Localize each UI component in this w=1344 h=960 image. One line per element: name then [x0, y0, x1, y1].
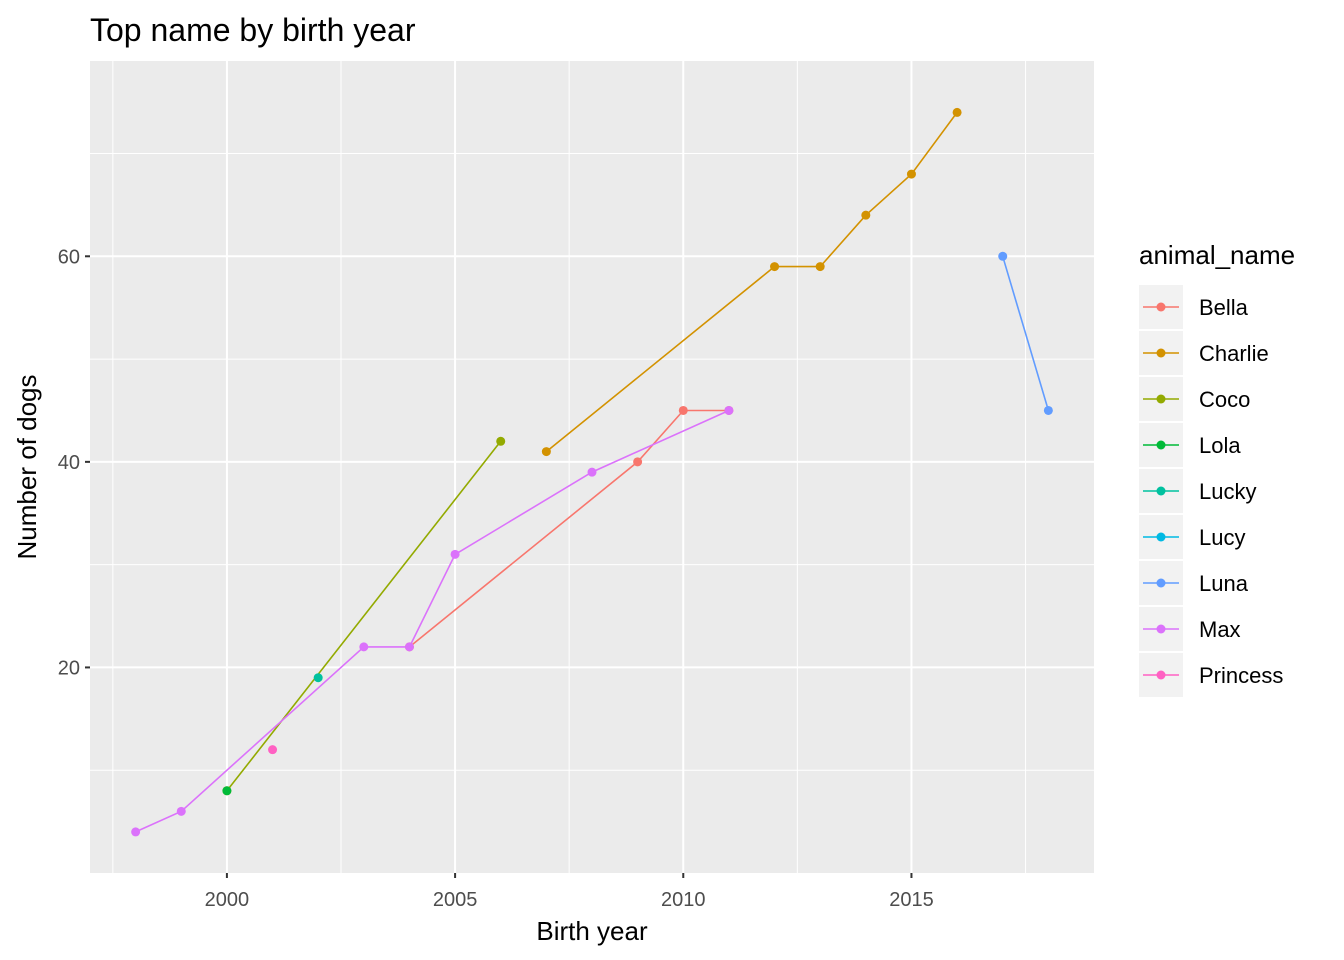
legend-key-point — [1156, 394, 1166, 404]
data-point-lola — [222, 786, 232, 796]
data-point-charlie — [906, 169, 916, 179]
data-point-max — [587, 467, 597, 477]
data-point-princess — [268, 745, 278, 755]
legend-key-point — [1156, 532, 1166, 542]
data-point-bella — [633, 457, 643, 467]
legend-key-point — [1156, 486, 1166, 496]
y-axis: 20 40 60 — [58, 246, 90, 679]
data-point-luna — [1043, 405, 1053, 415]
data-point-max — [131, 827, 141, 837]
data-point-lucky — [313, 673, 323, 683]
legend-key-point — [1156, 302, 1166, 312]
legend-items: Bella Charlie Coco Lola Lucky Lucy Luna Max Prin… — [1139, 285, 1283, 697]
legend-item-princess: Princess — [1139, 653, 1283, 697]
y-tick-label: 60 — [58, 246, 80, 268]
y-tick-label: 20 — [58, 657, 80, 679]
x-tick-label: 2005 — [433, 889, 478, 911]
data-point-charlie — [952, 107, 962, 117]
legend-item-lola: Lola — [1139, 423, 1241, 467]
series-line-luna — [1001, 256, 1050, 411]
legend-item-luna: Luna — [1139, 561, 1249, 605]
data-point-max — [724, 405, 734, 415]
series-line-charlie — [545, 111, 958, 453]
legend-key-point — [1156, 624, 1166, 634]
data-point-luna — [998, 251, 1008, 261]
legend-label: Coco — [1199, 387, 1250, 412]
data-point-charlie — [861, 210, 871, 220]
data-point-charlie — [541, 447, 551, 457]
legend-key-point — [1156, 440, 1166, 450]
major-gridlines — [90, 61, 1094, 873]
legend-item-coco: Coco — [1139, 377, 1250, 421]
data-point-max — [404, 642, 414, 652]
legend-label: Lucky — [1199, 479, 1256, 504]
x-tick-label: 2010 — [661, 889, 706, 911]
series-points — [131, 107, 1053, 837]
x-tick-label: 2015 — [889, 889, 934, 911]
x-tick-label: 2000 — [205, 889, 250, 911]
legend-item-lucky: Lucky — [1139, 469, 1256, 513]
legend-key-point — [1156, 670, 1166, 680]
data-point-bella — [678, 405, 688, 415]
legend-item-lucy: Lucy — [1139, 515, 1245, 559]
data-point-max — [359, 642, 369, 652]
legend-label: Charlie — [1199, 341, 1269, 366]
legend-label: Bella — [1199, 295, 1249, 320]
legend: animal_name Bella Charlie Coco Lola Lucky Luc… — [1139, 240, 1295, 697]
legend-label: Lucy — [1199, 525, 1245, 550]
y-tick-label: 40 — [58, 452, 80, 474]
data-point-charlie — [770, 262, 780, 272]
data-point-max — [176, 806, 186, 816]
legend-item-charlie: Charlie — [1139, 331, 1269, 375]
series-line-coco — [226, 440, 502, 792]
legend-label: Princess — [1199, 663, 1283, 688]
legend-item-max: Max — [1139, 607, 1241, 651]
legend-label: Max — [1199, 617, 1241, 642]
legend-key-point — [1156, 578, 1166, 588]
data-point-charlie — [815, 262, 825, 272]
legend-label: Luna — [1199, 571, 1249, 596]
plot-panel — [90, 61, 1094, 873]
legend-title: animal_name — [1139, 240, 1295, 270]
legend-item-bella: Bella — [1139, 285, 1249, 329]
chart-title: Top name by birth year — [90, 12, 416, 48]
legend-label: Lola — [1199, 433, 1241, 458]
data-point-max — [450, 549, 460, 559]
x-axis: 2000 2005 2010 2015 — [205, 873, 934, 911]
y-axis-title: Number of dogs — [12, 375, 42, 560]
x-axis-title: Birth year — [536, 916, 648, 946]
legend-key-point — [1156, 348, 1166, 358]
data-point-coco — [496, 436, 506, 446]
series-line-bella — [408, 409, 729, 648]
